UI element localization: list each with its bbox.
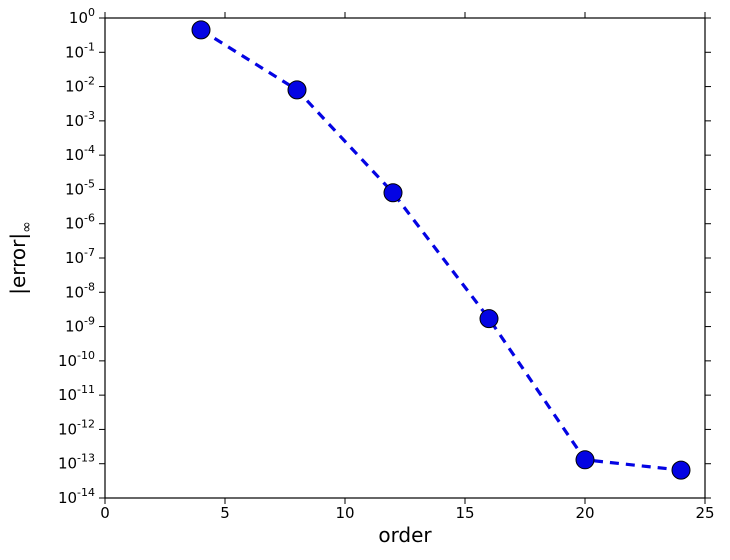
x-tick-label: 0 [100,504,110,522]
x-tick-label: 20 [575,504,594,522]
series-marker-error-vs-order [576,451,594,469]
x-axis-title: order [378,523,432,547]
error-convergence-chart: 051015202510-1410-1310-1210-1110-1010-91… [0,0,730,560]
x-tick-label: 15 [455,504,474,522]
x-tick-label: 10 [335,504,354,522]
x-tick-label: 5 [220,504,230,522]
series-marker-error-vs-order [672,461,690,479]
series-marker-error-vs-order [384,184,402,202]
x-tick-label: 25 [695,504,714,522]
series-marker-error-vs-order [480,310,498,328]
series-marker-error-vs-order [288,81,306,99]
series-marker-error-vs-order [192,21,210,39]
chart-container: 051015202510-1410-1310-1210-1110-1010-91… [0,0,730,560]
